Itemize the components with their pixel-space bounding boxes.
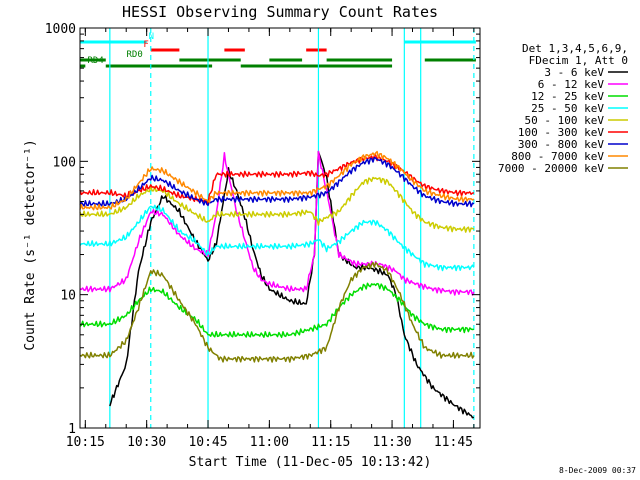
legend-header-line: FDecim 1, Att 0	[529, 54, 628, 67]
legend-entry-label: 6 - 12 keV	[538, 78, 605, 91]
y-tick-label: 1	[68, 422, 76, 437]
legend-entry-label: 12 - 25 keV	[531, 90, 604, 103]
x-tick-label: 10:15	[66, 435, 105, 450]
legend-entry-label: 100 - 300 keV	[518, 126, 604, 139]
legend-entry-label: 25 - 50 keV	[531, 102, 604, 115]
x-tick-label: 10:30	[127, 435, 166, 450]
series-line-100_300kev	[79, 154, 475, 205]
legend-entry-label: 300 - 800 keV	[518, 138, 604, 151]
flag-label-rd4: RD4	[88, 56, 104, 66]
series-line-25_50kev	[79, 204, 475, 272]
legend-entry-label: 50 - 100 keV	[525, 114, 605, 127]
legend-entry-label: 800 - 7000 keV	[511, 150, 604, 163]
legend-header-line: Det 1,3,4,5,6,9,	[522, 42, 628, 55]
footer-timestamp: 8-Dec-2009 00:37	[559, 466, 636, 475]
time-markers	[109, 28, 475, 428]
series-line-3_6kev	[109, 150, 475, 419]
x-tick-label: 10:45	[188, 435, 227, 450]
chart-title: HESSI Observing Summary Count Rates	[122, 3, 438, 21]
legend-entry-label: 3 - 6 keV	[544, 66, 604, 79]
legend-entry-label: 7000 - 20000 keV	[498, 162, 604, 175]
legend: Det 1,3,4,5,6,9,FDecim 1, Att 03 - 6 keV…	[498, 42, 628, 175]
x-tick-label: 11:15	[311, 435, 350, 450]
x-tick-label: 11:00	[250, 435, 289, 450]
series-line-300_800kev	[79, 156, 475, 208]
flag-label-rd0: RD0	[127, 50, 143, 60]
y-tick-label: 1000	[45, 22, 76, 37]
axes: 10:15 10:30 10:45 11:00 11:15 11:30 11:45 1 10 10…	[45, 22, 481, 450]
series-line-7000_20000kev	[79, 261, 475, 363]
flag-label-f: F	[143, 40, 148, 50]
plot-frame	[79, 27, 481, 429]
plot-background	[80, 28, 480, 428]
x-axis-label: Start Time (11-Dec-05 10:13:42)	[189, 455, 432, 470]
x-tick-label: 11:45	[434, 435, 473, 450]
y-tick-label: 10	[60, 289, 76, 304]
series-line-50_100kev	[79, 176, 475, 233]
y-tick-label: 100	[53, 155, 76, 170]
flag-label-n: N	[149, 32, 154, 42]
plot-area	[80, 28, 480, 428]
series-line-6_12kev	[79, 150, 475, 296]
y-axis-label: Count Rate (s⁻¹ detector⁻¹)	[23, 139, 38, 350]
series-line-800_7000kev	[79, 150, 475, 211]
series-lines	[79, 150, 475, 419]
x-tick-label: 11:30	[372, 435, 411, 450]
series-line-12_25kev	[79, 282, 475, 339]
